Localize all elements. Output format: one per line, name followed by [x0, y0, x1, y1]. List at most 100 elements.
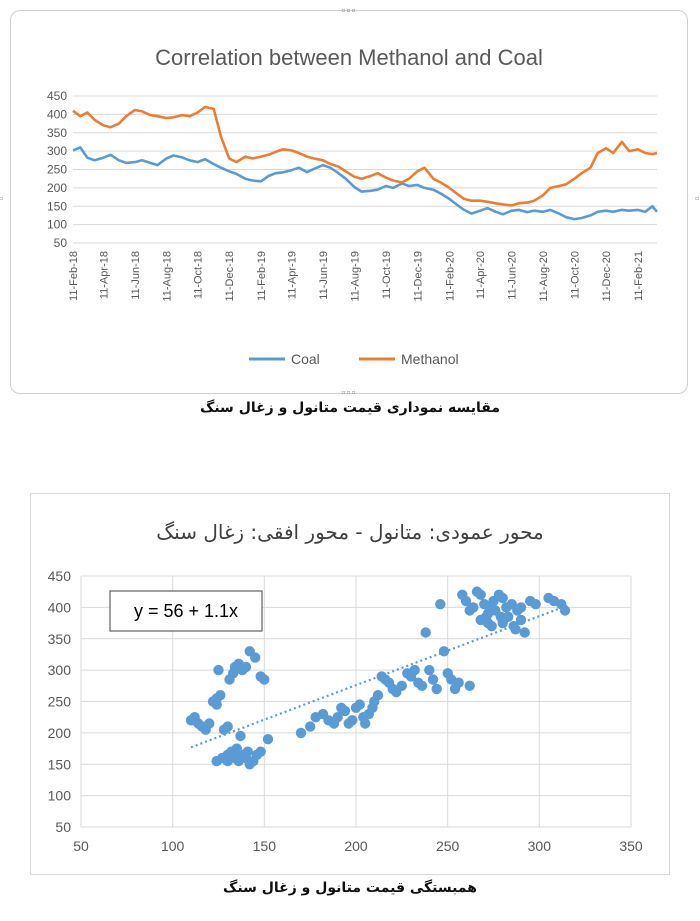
x-tick-label: 150 — [253, 838, 277, 854]
x-tick-label: 11-Aug-18 — [161, 251, 173, 302]
y-tick-label: 150 — [48, 756, 72, 772]
caption-bottom: همبستگی قیمت متانول و زغال سنگ — [223, 880, 477, 896]
scatter-point — [372, 690, 384, 701]
scatter-point — [427, 674, 439, 685]
y-tick-label: 200 — [48, 725, 72, 741]
scatter-point — [475, 589, 486, 600]
x-tick-label: 11-Feb-21 — [633, 251, 645, 301]
x-tick-label: 11-Jun-18 — [130, 251, 142, 300]
x-tick-label: 11-Jun-20 — [507, 251, 519, 300]
scatter-point — [332, 712, 343, 723]
scatter-point — [519, 627, 530, 638]
scatter-point — [486, 621, 497, 632]
x-tick-label: 350 — [619, 838, 643, 854]
x-tick-label: 11-Aug-20 — [538, 251, 550, 302]
x-tick-label: 11-Oct-20 — [570, 251, 582, 299]
scatter-point — [431, 683, 442, 695]
x-tick-label: 11-Feb-18 — [68, 251, 80, 301]
scatter-point — [510, 624, 521, 635]
scatter-point — [515, 614, 527, 626]
x-tick-label: 11-Oct-18 — [193, 251, 205, 299]
scatter-point — [435, 599, 446, 610]
equation-label: y = 56 + 1.1x — [134, 601, 238, 621]
scatter-point — [416, 680, 428, 691]
x-tick-label: 11-Apr-19 — [287, 251, 299, 299]
scatter-point — [204, 718, 215, 729]
scatter-point — [242, 746, 253, 757]
scatter-point — [222, 755, 233, 767]
scatter-point — [222, 721, 233, 732]
x-tick-label: 11-Feb-20 — [444, 251, 456, 301]
legend-label-methanol: Methanol — [401, 351, 459, 367]
x-tick-label: 11-Jun-19 — [318, 251, 330, 300]
scatter-point — [460, 595, 472, 607]
y-tick-label: 450 — [47, 89, 67, 103]
x-tick-label: 200 — [344, 838, 368, 854]
y-tick-label: 50 — [54, 236, 68, 250]
equation-box — [109, 590, 263, 632]
resize-handle-bottom[interactable]: ▫▫▫ — [341, 389, 357, 396]
x-tick-label: 11-Aug-19 — [349, 251, 361, 302]
scatter-point — [468, 602, 479, 613]
x-tick-label: 11-Dec-19 — [412, 251, 424, 302]
scatter-point — [347, 715, 358, 726]
y-tick-label: 150 — [47, 199, 67, 213]
x-tick-label: 11-Feb-19 — [256, 251, 268, 301]
y-tick-label: 100 — [48, 788, 72, 804]
scatter-point — [305, 721, 316, 732]
scatter-chart-title: محور عمودی: متانول - محور افقی: زغال سنگ — [156, 520, 543, 544]
trendline — [190, 604, 568, 749]
scatter-point — [255, 746, 266, 757]
scatter-point — [360, 718, 371, 729]
scatter-point — [262, 734, 274, 745]
resize-handle-top[interactable]: ▫▫▫ — [341, 7, 357, 14]
scatter-point — [420, 627, 431, 638]
y-tick-label: 450 — [48, 568, 72, 584]
scatter-chart: محور عمودی: متانول - محور افقی: زغال سنگ… — [48, 520, 643, 854]
x-tick-label: 11-Oct-19 — [381, 251, 393, 299]
y-tick-label: 200 — [47, 181, 67, 195]
y-tick-label: 300 — [48, 662, 72, 678]
y-tick-label: 300 — [47, 144, 67, 158]
scatter-point — [497, 592, 508, 604]
x-tick-label: 50 — [73, 838, 89, 854]
scatter-point — [295, 727, 307, 739]
series-line-methanol — [72, 105, 658, 207]
resize-handle-right[interactable]: ▫ — [695, 195, 700, 202]
scatter-point — [409, 664, 420, 676]
scatter-point — [486, 602, 497, 613]
y-tick-label: 50 — [55, 819, 71, 835]
line-chart-title: Correlation between Methanol and Coal — [155, 45, 543, 70]
scatter-point — [475, 614, 486, 626]
x-tick-label: 11-Dec-20 — [601, 251, 613, 302]
scatter-point — [231, 743, 242, 754]
scatter-point — [424, 664, 435, 676]
scatter-point — [495, 611, 506, 622]
x-tick-label: 300 — [528, 838, 552, 854]
scatter-point — [240, 661, 252, 673]
scatter-point — [259, 674, 270, 685]
y-tick-label: 400 — [48, 599, 72, 615]
legend-label-coal: Coal — [291, 351, 320, 367]
x-tick-label: 11-Apr-20 — [475, 251, 487, 299]
scatter-point — [211, 699, 222, 710]
resize-handle-left[interactable]: ▫ — [0, 195, 5, 202]
y-tick-label: 100 — [47, 218, 67, 232]
scatter-point — [515, 602, 527, 613]
scatter-point — [453, 677, 464, 688]
scatter-point — [250, 652, 261, 663]
line-chart: Correlation between Methanol and Coal 50… — [47, 45, 658, 367]
y-tick-label: 250 — [47, 163, 67, 177]
scatter-point — [530, 599, 541, 610]
x-tick-label: 250 — [436, 838, 460, 854]
x-tick-label: 11-Dec-18 — [224, 251, 236, 302]
y-tick-label: 350 — [47, 126, 67, 140]
scatter-point — [339, 705, 351, 717]
series-line-coal — [72, 146, 658, 221]
x-tick-label: 100 — [161, 838, 185, 854]
y-tick-label: 250 — [48, 694, 72, 710]
caption-top: مقایسه نموداری قیمت متانول و زغال سنگ — [200, 400, 500, 416]
scatter-point — [464, 680, 475, 691]
scatter-chart-panel: محور عمودی: متانول - محور افقی: زغال سنگ… — [30, 493, 670, 875]
scatter-point — [235, 730, 246, 742]
